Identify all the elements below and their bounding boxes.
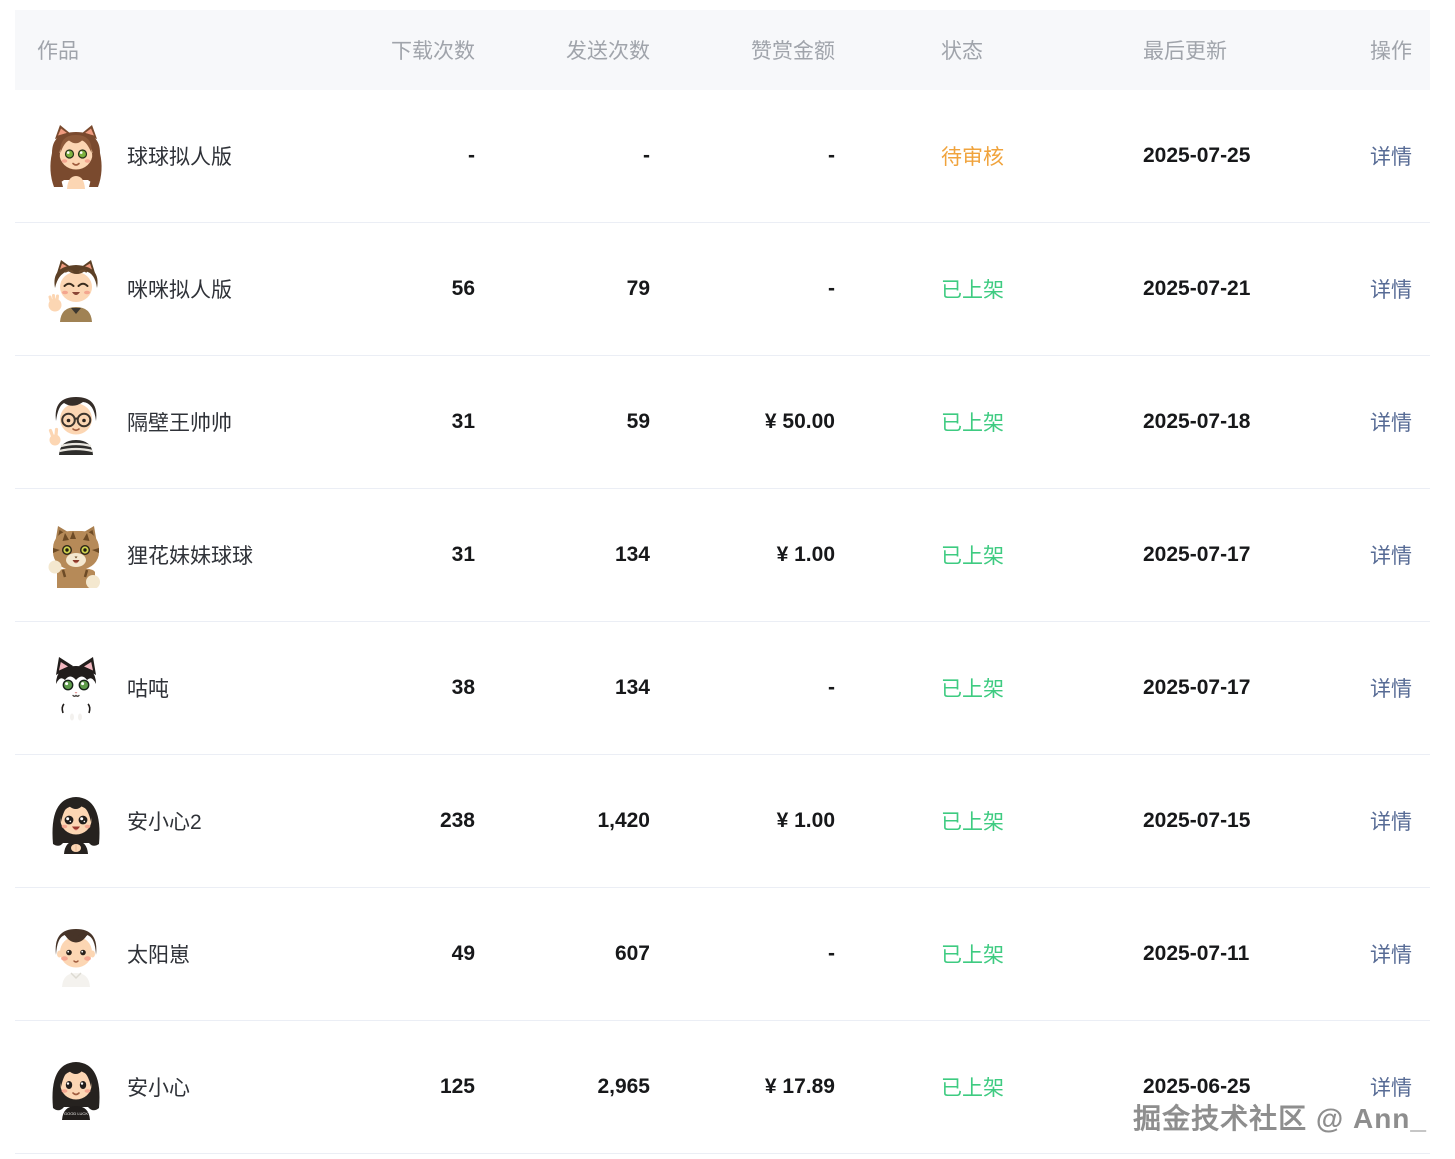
downloads-count: 49: [451, 942, 475, 965]
work-cell: 隔壁王帅帅: [15, 389, 390, 455]
detail-link[interactable]: 详情: [1370, 146, 1412, 169]
sends-count: 134: [614, 543, 650, 566]
col-header-action: 操作: [1370, 40, 1412, 63]
downloads-count: 38: [451, 676, 475, 699]
work-cell: 太阳崽: [15, 921, 390, 987]
svg-text:GOOD LUCK: GOOD LUCK: [64, 1111, 88, 1116]
table-row: 咕吨 38 134 - 已上架 2025-07-17 详情: [15, 622, 1430, 755]
reward-amount: ¥ 17.89: [764, 1075, 835, 1098]
status-badge: 待审核: [941, 146, 1004, 169]
downloads-count: 31: [451, 410, 475, 433]
reward-amount: ¥ 50.00: [764, 410, 835, 433]
tabby-cat-avatar: [43, 522, 109, 588]
tuxedo-cat-avatar: [43, 655, 109, 721]
sends-count: 79: [626, 277, 650, 300]
reward-amount: -: [828, 144, 835, 167]
sun-boy-avatar: [43, 921, 109, 987]
table-row: 咪咪拟人版 56 79 - 已上架 2025-07-21 详情: [15, 223, 1430, 356]
detail-link[interactable]: 详情: [1370, 279, 1412, 302]
sends-count: 1,420: [597, 809, 650, 832]
work-cell: 安小心2: [15, 788, 390, 854]
table-row: 球球拟人版 - - - 待审核 2025-07-25 详情: [15, 90, 1430, 223]
downloads-count: 125: [439, 1075, 475, 1098]
work-name: 咕吨: [127, 678, 169, 701]
sends-count: 134: [614, 676, 650, 699]
last-updated: 2025-07-25: [1143, 144, 1251, 167]
col-header-reward: 赞赏金额: [751, 40, 835, 63]
detail-link[interactable]: 详情: [1370, 944, 1412, 967]
table-header: 作品 下载次数 发送次数 赞赏金额 状态 最后更新 操作: [15, 10, 1430, 90]
sends-count: 59: [626, 410, 650, 433]
col-header-work: 作品: [37, 40, 79, 63]
glasses-man-avatar: [43, 389, 109, 455]
work-cell: 咕吨: [15, 655, 390, 721]
work-cell: 狸花妹妹球球: [15, 522, 390, 588]
work-name: 隔壁王帅帅: [127, 412, 232, 435]
downloads-count: 238: [439, 809, 475, 832]
downloads-count: 56: [451, 277, 475, 300]
table-row: 狸花妹妹球球 31 134 ¥ 1.00 已上架 2025-07-17 详情: [15, 489, 1430, 622]
reward-amount: -: [828, 277, 835, 300]
bob-girl-open-avatar: [43, 788, 109, 854]
detail-link[interactable]: 详情: [1370, 1077, 1412, 1100]
work-cell: 球球拟人版: [15, 123, 390, 189]
table-row: 太阳崽 49 607 - 已上架 2025-07-11 详情: [15, 888, 1430, 1021]
reward-amount: ¥ 1.00: [776, 543, 835, 566]
downloads-count: -: [468, 144, 475, 167]
detail-link[interactable]: 详情: [1370, 545, 1412, 568]
status-badge: 已上架: [941, 412, 1004, 435]
table-row: 隔壁王帅帅 31 59 ¥ 50.00 已上架 2025-07-18 详情: [15, 356, 1430, 489]
reward-amount: ¥ 1.00: [776, 809, 835, 832]
watermark: 掘金技术社区 @ Ann_: [1133, 1103, 1427, 1134]
sends-count: 2,965: [597, 1075, 650, 1098]
work-name: 狸花妹妹球球: [127, 545, 253, 568]
detail-link[interactable]: 详情: [1370, 811, 1412, 834]
cat-girl-avatar: [43, 123, 109, 189]
table-row: 安小心2 238 1,420 ¥ 1.00 已上架 2025-07-15 详情: [15, 755, 1430, 888]
works-table: 作品 下载次数 发送次数 赞赏金额 状态 最后更新 操作 球球拟人版 - - -…: [15, 10, 1430, 1154]
detail-link[interactable]: 详情: [1370, 678, 1412, 701]
reward-amount: -: [828, 676, 835, 699]
status-badge: 已上架: [941, 545, 1004, 568]
work-cell: GOOD LUCK 安小心: [15, 1054, 390, 1120]
status-badge: 已上架: [941, 944, 1004, 967]
work-name: 安小心: [127, 1077, 190, 1100]
last-updated: 2025-07-17: [1143, 543, 1251, 566]
col-header-updated: 最后更新: [1143, 40, 1227, 63]
col-header-sends: 发送次数: [566, 40, 650, 63]
work-name: 球球拟人版: [127, 146, 232, 169]
status-badge: 已上架: [941, 279, 1004, 302]
last-updated: 2025-06-25: [1143, 1075, 1251, 1098]
status-badge: 已上架: [941, 811, 1004, 834]
bob-girl-black-avatar: GOOD LUCK: [43, 1054, 109, 1120]
table-row: GOOD LUCK 安小心 125 2,965 ¥ 17.89 已上架 2025…: [15, 1021, 1430, 1154]
downloads-count: 31: [451, 543, 475, 566]
detail-link[interactable]: 详情: [1370, 412, 1412, 435]
sends-count: -: [643, 144, 650, 167]
cat-boy-avatar: [43, 256, 109, 322]
work-cell: 咪咪拟人版: [15, 256, 390, 322]
last-updated: 2025-07-15: [1143, 809, 1251, 832]
col-header-status: 状态: [941, 40, 983, 63]
work-name: 咪咪拟人版: [127, 279, 232, 302]
status-badge: 已上架: [941, 678, 1004, 701]
col-header-downloads: 下载次数: [391, 40, 475, 63]
status-badge: 已上架: [941, 1077, 1004, 1100]
last-updated: 2025-07-21: [1143, 277, 1251, 300]
sends-count: 607: [614, 942, 650, 965]
last-updated: 2025-07-17: [1143, 676, 1251, 699]
work-name: 安小心2: [127, 811, 202, 834]
table-body: 球球拟人版 - - - 待审核 2025-07-25 详情 咪咪拟人版 56 7…: [15, 90, 1430, 1154]
last-updated: 2025-07-11: [1143, 942, 1250, 965]
last-updated: 2025-07-18: [1143, 410, 1251, 433]
work-name: 太阳崽: [127, 944, 190, 967]
reward-amount: -: [828, 942, 835, 965]
